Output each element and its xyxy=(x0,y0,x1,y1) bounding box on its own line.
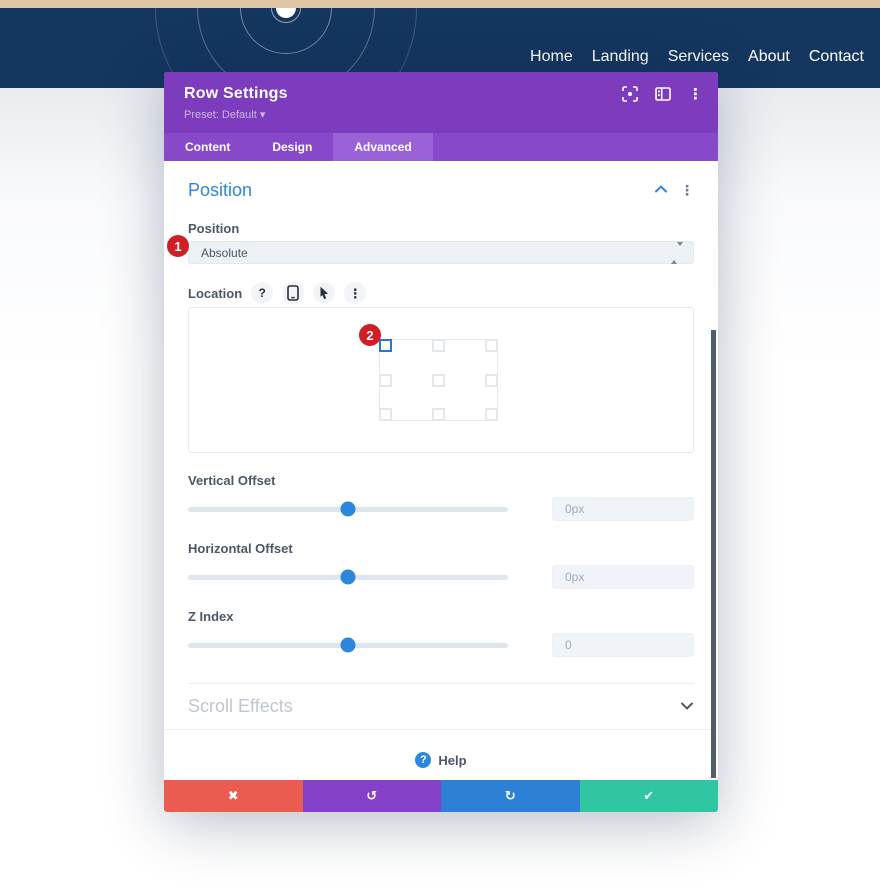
section-options-icon[interactable]: ⋮ xyxy=(680,182,694,198)
modal-header-icons: ⋮ xyxy=(622,86,703,102)
main-nav: Home Landing Services About Contact xyxy=(530,48,864,66)
horizontal-offset-control xyxy=(188,565,694,589)
nav-link-home[interactable]: Home xyxy=(530,48,573,65)
position-section: Position ⋮ Position Absolute xyxy=(164,161,718,684)
horizontal-offset-input[interactable] xyxy=(552,565,694,589)
vertical-offset-input[interactable] xyxy=(552,497,694,521)
z-index-slider[interactable] xyxy=(188,637,508,653)
logo-dot xyxy=(276,8,296,18)
horizontal-offset-slider-thumb[interactable] xyxy=(340,569,356,585)
undo-button[interactable]: ↺ xyxy=(302,780,441,812)
location-cell-bottom-left[interactable] xyxy=(379,408,392,421)
split-view-icon[interactable] xyxy=(655,87,671,101)
modal-header: Row Settings Preset: Default ▾ xyxy=(164,72,718,133)
chevron-down-icon xyxy=(680,698,694,716)
redo-button[interactable]: ↻ xyxy=(441,780,580,812)
site-header: Home Landing Services About Contact xyxy=(0,8,880,88)
scroll-effects-toggle[interactable]: Scroll Effects xyxy=(164,684,718,729)
preset-label: Preset: Default xyxy=(184,109,257,121)
nav-link-landing[interactable]: Landing xyxy=(591,48,649,65)
location-cell-top-right[interactable] xyxy=(485,339,498,352)
hover-cursor-icon[interactable] xyxy=(313,282,336,304)
location-picker-frame xyxy=(379,339,498,421)
location-field-header: Location ? ⋮ xyxy=(188,282,694,304)
vertical-offset-slider[interactable] xyxy=(188,501,508,517)
position-select[interactable]: Absolute xyxy=(188,241,694,264)
location-cell-bottom-right[interactable] xyxy=(485,408,498,421)
discard-button[interactable]: ✖ xyxy=(164,780,303,812)
save-button[interactable]: ✔ xyxy=(579,780,718,812)
horizontal-offset-label: Horizontal Offset xyxy=(188,541,293,556)
location-picker xyxy=(188,307,694,453)
caret-down-icon: ▾ xyxy=(259,109,266,121)
z-index-label: Z Index xyxy=(188,609,234,624)
help-link[interactable]: ? Help xyxy=(164,752,718,768)
modal-title: Row Settings xyxy=(184,85,288,102)
help-icon[interactable]: ? xyxy=(251,282,274,304)
location-cell-top-left[interactable] xyxy=(379,339,392,352)
focus-preview-icon[interactable] xyxy=(622,86,638,102)
location-field-label: Location xyxy=(188,285,243,301)
section-divider xyxy=(164,729,718,730)
location-cell-center-right[interactable] xyxy=(485,373,498,387)
vertical-offset-label: Vertical Offset xyxy=(188,473,276,488)
z-index-slider-thumb[interactable] xyxy=(340,637,356,653)
tab-design[interactable]: Design xyxy=(272,140,313,154)
modal-footer: ✖ ↺ ↻ ✔ xyxy=(164,780,718,812)
position-toggle-header[interactable]: Position ⋮ xyxy=(188,177,694,203)
modal-tabbar: Content Design Advanced xyxy=(164,133,718,161)
field-options-icon[interactable]: ⋮ xyxy=(344,282,367,304)
position-field-label: Position xyxy=(188,221,240,236)
vertical-offset-control xyxy=(188,497,694,521)
scroll-effects-title: Scroll Effects xyxy=(188,696,293,716)
help-label: Help xyxy=(438,752,467,768)
horizontal-offset-slider[interactable] xyxy=(188,569,508,585)
z-index-control xyxy=(188,633,694,657)
preset-dropdown[interactable]: Preset: Default ▾ xyxy=(184,108,698,121)
annotation-step-badge-2: 2 xyxy=(359,324,381,346)
position-section-title: Position xyxy=(188,179,253,200)
location-cell-bottom-center[interactable] xyxy=(432,408,445,421)
section-divider xyxy=(188,683,694,684)
chevron-up-icon[interactable] xyxy=(654,181,668,199)
position-select-value: Absolute xyxy=(201,245,248,260)
top-accent-strip xyxy=(0,0,880,8)
location-cell-center-center[interactable] xyxy=(432,373,445,387)
more-options-icon[interactable]: ⋮ xyxy=(688,85,703,103)
modal-scrollbar[interactable] xyxy=(711,330,716,778)
row-settings-modal: Row Settings Preset: Default ▾ xyxy=(164,72,718,812)
tab-content[interactable]: Content xyxy=(185,140,231,154)
nav-link-about[interactable]: About xyxy=(748,48,790,65)
nav-link-contact[interactable]: Contact xyxy=(808,48,864,65)
annotation-step-badge-1: 1 xyxy=(167,235,189,257)
nav-link-services[interactable]: Services xyxy=(667,48,730,65)
select-arrows-icon xyxy=(671,241,683,264)
z-index-input[interactable] xyxy=(552,633,694,657)
location-cell-center-left[interactable] xyxy=(379,373,392,387)
tab-advanced[interactable]: Advanced xyxy=(333,133,433,161)
responsive-phone-icon[interactable] xyxy=(282,282,305,304)
location-cell-top-center[interactable] xyxy=(432,339,445,352)
vertical-offset-slider-thumb[interactable] xyxy=(340,501,356,517)
modal-content: Position ⋮ Position Absolute xyxy=(164,161,718,780)
help-circle-icon: ? xyxy=(415,752,432,768)
